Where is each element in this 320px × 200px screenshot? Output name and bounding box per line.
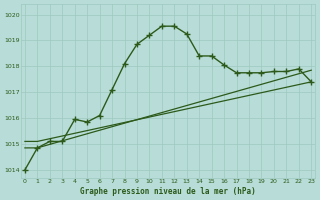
X-axis label: Graphe pression niveau de la mer (hPa): Graphe pression niveau de la mer (hPa) bbox=[80, 187, 256, 196]
